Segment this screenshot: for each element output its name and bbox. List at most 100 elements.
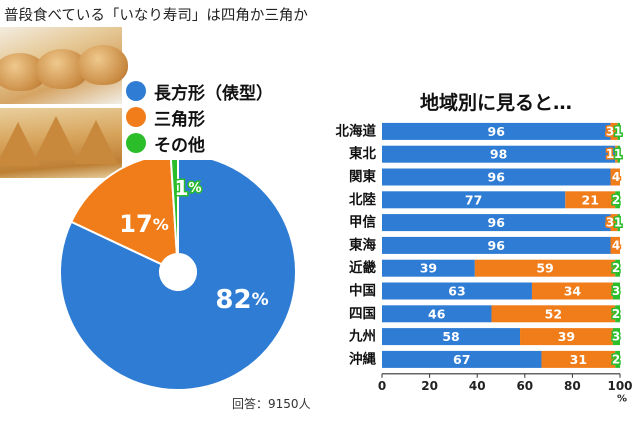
x-tick-label: 100 xyxy=(607,379,632,393)
bar-segment-triangle xyxy=(565,191,616,209)
bar-value-triangle: 3 xyxy=(606,124,614,138)
bar-segment-other xyxy=(615,305,620,323)
bar-segment-other xyxy=(615,191,620,209)
pie-label-unit: % xyxy=(153,215,169,234)
pie-label-unit: % xyxy=(252,290,269,310)
bar-segment-other xyxy=(617,145,620,163)
bar-value-rectangle: 98 xyxy=(490,147,507,162)
bar-value-rectangle: 46 xyxy=(428,306,446,321)
bar-value-rectangle: 77 xyxy=(465,192,482,207)
bar-value-rectangle: 96 xyxy=(488,215,506,230)
bar-segment-rectangle xyxy=(382,168,611,186)
bar-value-triangle: 1 xyxy=(606,147,614,161)
bar-segment-triangle xyxy=(615,145,618,163)
bar-value-other: 2 xyxy=(612,307,620,321)
inari-piece xyxy=(74,120,118,164)
region-label: 東北 xyxy=(349,145,376,162)
bar-segment-triangle xyxy=(520,328,613,346)
bar-value-rectangle: 63 xyxy=(448,284,465,299)
region-label: 九州 xyxy=(348,329,376,345)
bar-value-rectangle: 96 xyxy=(488,238,506,253)
bar-segment-other xyxy=(612,328,620,346)
bar-value-triangle: 4 xyxy=(612,238,620,252)
bar-value-triangle: 4 xyxy=(612,170,620,184)
bar-value-triangle: 31 xyxy=(570,352,587,367)
bar-value-rectangle: 39 xyxy=(420,261,437,276)
bar-segment-other xyxy=(615,259,620,277)
pie-slice-triangle xyxy=(69,160,178,266)
pie-slice-other xyxy=(169,160,179,256)
bar-segment-other xyxy=(617,214,620,232)
bar-segment-other xyxy=(617,122,620,140)
region-label: 甲信 xyxy=(349,214,376,231)
bar-segment-triangle xyxy=(491,305,616,323)
bar-segment-triangle xyxy=(610,122,618,140)
bar-segment-triangle xyxy=(531,282,613,300)
legend-label: その他 xyxy=(154,135,205,156)
bar-segment-rectangle xyxy=(382,328,521,346)
x-tick-label: 20 xyxy=(421,379,438,393)
triangle-inari-photo xyxy=(0,108,122,178)
bar-value-other: 2 xyxy=(612,193,620,207)
bar-value-other: 1 xyxy=(614,216,622,230)
x-tick-label: 60 xyxy=(516,379,533,393)
bar-value-rectangle: 67 xyxy=(453,352,470,367)
bar-segment-rectangle xyxy=(382,259,475,277)
bar-value-other: 1 xyxy=(614,147,622,161)
bar-value-other: 2 xyxy=(612,352,620,366)
region-label: 北陸 xyxy=(349,191,376,208)
bar-segment-triangle xyxy=(610,168,620,186)
x-tick-label: 40 xyxy=(469,379,486,393)
bar-segment-other xyxy=(615,350,620,368)
bar-value-other: 3 xyxy=(612,330,620,344)
inari-piece xyxy=(78,45,128,85)
legend-item-other: その他 xyxy=(126,132,205,156)
bar-value-triangle: 21 xyxy=(582,192,599,207)
inari-piece xyxy=(0,122,40,166)
donut-chart: 82%17%1% xyxy=(60,160,297,391)
region-label: 中国 xyxy=(349,282,376,299)
bar-value-other: 2 xyxy=(612,261,620,275)
bar-segment-rectangle xyxy=(382,122,611,140)
bar-value-rectangle: 96 xyxy=(488,170,506,185)
legend-swatch-green xyxy=(126,133,146,153)
legend-swatch-blue xyxy=(126,81,146,101)
bar-segment-triangle xyxy=(610,214,618,232)
legend-item-triangle: 三角形 xyxy=(126,106,205,130)
x-axis-unit: % xyxy=(617,393,627,404)
bar-segment-rectangle xyxy=(382,236,611,254)
bar-segment-rectangle xyxy=(382,305,492,323)
bar-segment-triangle xyxy=(610,236,620,254)
regional-stacked-bar-chart: 北海道 96 3 1東北 98 1 1関東 96 4北陸 77 21 2甲信 96 3 1東海 96 4近畿 39… xyxy=(336,122,633,404)
bar-segment-triangle xyxy=(474,259,616,277)
bar-segment-rectangle xyxy=(382,214,611,232)
region-label: 四国 xyxy=(349,306,376,322)
bar-value-triangle: 59 xyxy=(536,261,553,276)
bar-value-other: 3 xyxy=(612,284,620,298)
pie-slice-rectangle xyxy=(60,160,297,391)
bar-segment-triangle xyxy=(541,350,616,368)
legend-label: 三角形 xyxy=(154,109,205,130)
rectangle-inari-photo xyxy=(0,27,128,104)
legend-item-rectangle: 長方形（俵型） xyxy=(126,80,273,104)
bar-value-other: 1 xyxy=(614,124,622,138)
region-label: 沖縄 xyxy=(349,350,376,367)
region-label: 北海道 xyxy=(336,122,377,139)
bar-value-rectangle: 58 xyxy=(442,329,459,344)
x-tick-label: 80 xyxy=(564,379,581,393)
bar-segment-rectangle xyxy=(382,145,616,163)
respondent-count: 回答：9150人 xyxy=(232,397,311,411)
bar-value-triangle: 34 xyxy=(564,284,582,299)
bar-value-rectangle: 96 xyxy=(488,124,506,139)
region-label: 関東 xyxy=(349,168,376,185)
bar-segment-rectangle xyxy=(382,282,532,300)
inari-piece xyxy=(34,116,78,160)
legend-label: 長方形（俵型） xyxy=(154,83,273,104)
bar-value-triangle: 39 xyxy=(558,329,575,344)
region-label: 東海 xyxy=(349,236,376,253)
page-title: 普段食べている「いなり寿司」は四角か三角か xyxy=(4,8,308,24)
bar-segment-rectangle xyxy=(382,191,566,209)
legend-swatch-orange xyxy=(126,107,146,127)
bar-segment-rectangle xyxy=(382,350,542,368)
